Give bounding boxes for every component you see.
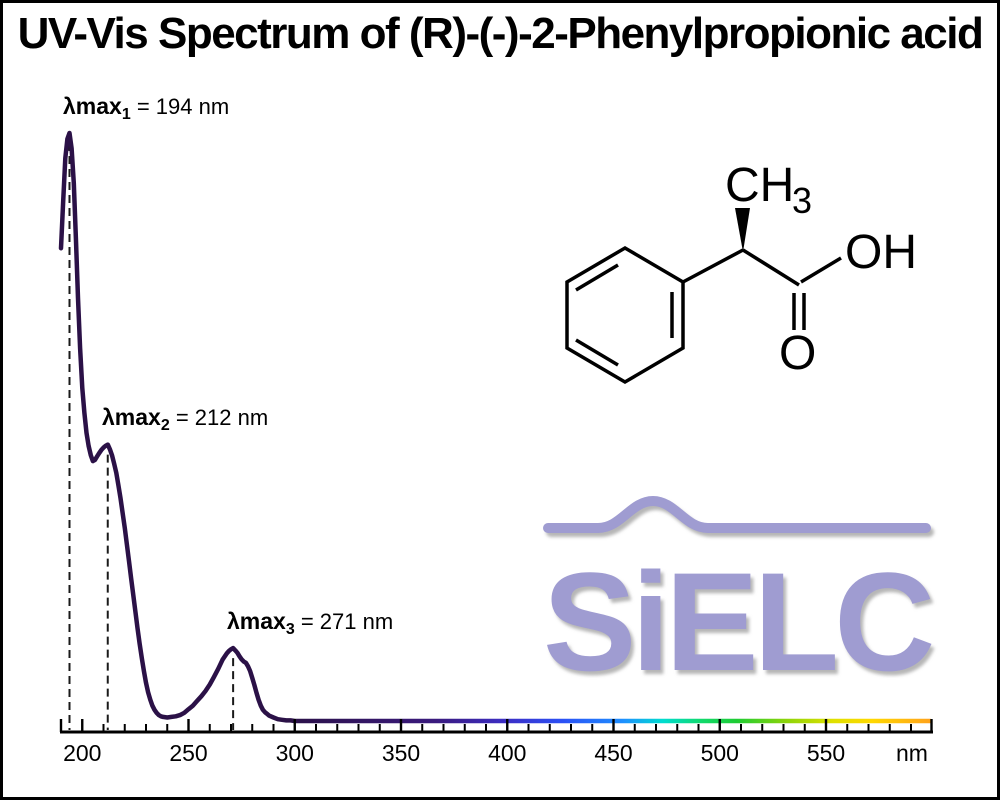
peak-value: = 194 nm: [130, 94, 230, 119]
bond-carboxyl-to-hydroxyl: [800, 256, 842, 284]
wedge-bond-to-methyl: [735, 208, 750, 252]
x-axis-tick-label: 300: [276, 740, 314, 766]
x-axis-tick-labels: 200 250 300 350 400 450 500 550: [63, 740, 845, 766]
bond-ring-to-chiral-carbon: [682, 248, 744, 284]
peak-subscript: 2: [160, 417, 170, 434]
carbonyl-double-bond: [792, 293, 806, 330]
spectrum-curve: [58, 130, 933, 724]
logo-text: SiELC: [543, 543, 932, 700]
bond-chiral-to-carboxyl: [742, 248, 800, 287]
benzene-double-bond-upper-left: [575, 263, 619, 292]
hydroxyl-label: OH: [845, 226, 917, 279]
x-axis-tick-label: 400: [488, 740, 526, 766]
benzene-double-bond-lower-left: [575, 338, 619, 367]
peak-symbol: λmax: [63, 93, 122, 119]
x-axis-tick-label: 350: [382, 740, 420, 766]
x-axis-tick-label: 550: [807, 740, 845, 766]
peak-value: = 212 nm: [169, 405, 269, 430]
peak-label-2: λmax2 = 212 nm: [102, 404, 268, 435]
uv-vis-chart: 200 250 300 350 400 450 500 550 nm SiELC CH 3 O…: [58, 130, 937, 766]
x-axis: [59, 719, 933, 734]
methyl-label: CH: [725, 159, 794, 212]
peak-subscript: 3: [285, 621, 295, 638]
peak-symbol: λmax: [227, 608, 286, 634]
x-axis-tick-label: 200: [63, 740, 101, 766]
peak-label-3: λmax3 = 271 nm: [227, 608, 393, 639]
x-axis-tick-label: 450: [594, 740, 632, 766]
x-axis-unit-label: nm: [896, 740, 928, 766]
sielc-logo: SiELC: [543, 495, 937, 700]
peak-value: = 271 nm: [294, 609, 394, 634]
benzene-ring: [565, 245, 685, 385]
peak-symbol: λmax: [102, 404, 161, 430]
page-title: UV-Vis Spectrum of (R)-(-)-2-Phenylpropi…: [17, 9, 984, 58]
x-axis-tick-label: 250: [169, 740, 207, 766]
peak-label-1: λmax1 = 194 nm: [63, 93, 229, 124]
molecule-structure: CH 3 OH O: [565, 159, 917, 385]
methyl-subscript: 3: [792, 180, 812, 221]
peak-dashed-lines: [68, 143, 235, 730]
logo-chromatogram-peak-line: [543, 495, 931, 533]
carbonyl-oxygen-label: O: [779, 327, 816, 380]
x-axis-tick-label: 500: [701, 740, 739, 766]
peak-subscript: 1: [121, 106, 131, 123]
